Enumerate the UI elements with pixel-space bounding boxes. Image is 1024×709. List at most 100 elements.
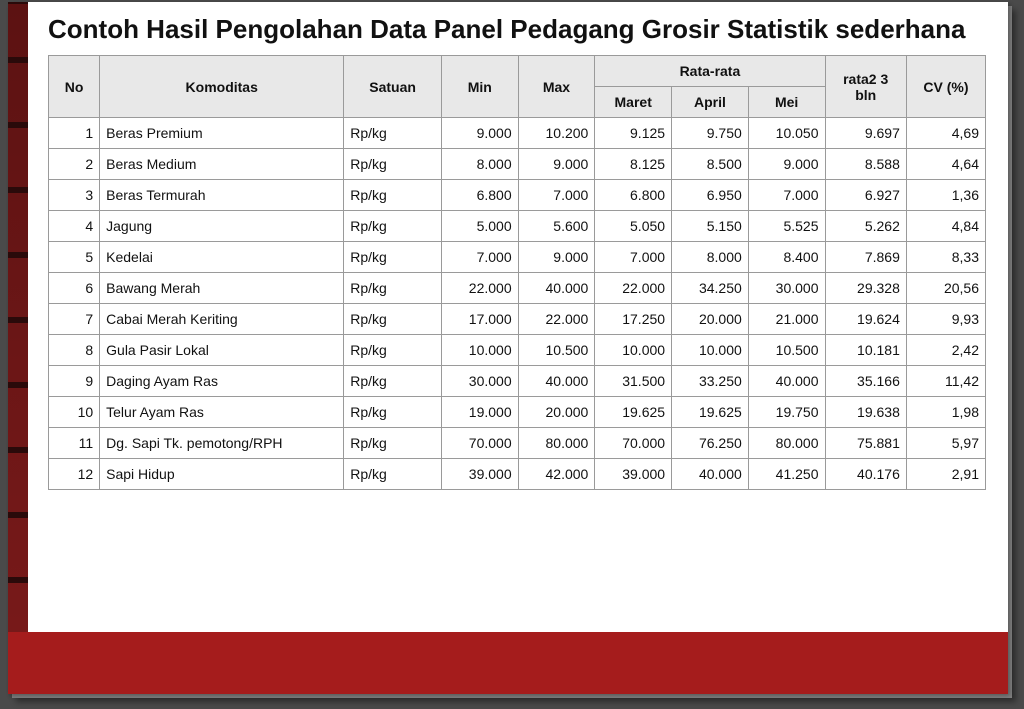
cell-satuan: Rp/kg <box>344 273 442 304</box>
col-april: April <box>672 87 749 118</box>
cell-mei: 10.500 <box>748 335 825 366</box>
cell-no: 5 <box>49 242 100 273</box>
cell-satuan: Rp/kg <box>344 366 442 397</box>
cell-maret: 70.000 <box>595 428 672 459</box>
table-row: 10Telur Ayam RasRp/kg19.00020.00019.6251… <box>49 397 986 428</box>
cell-satuan: Rp/kg <box>344 118 442 149</box>
cell-no: 2 <box>49 149 100 180</box>
cell-mei: 7.000 <box>748 180 825 211</box>
cell-maret: 7.000 <box>595 242 672 273</box>
cell-no: 7 <box>49 304 100 335</box>
slide: Contoh Hasil Pengolahan Data Panel Pedag… <box>8 2 1008 694</box>
cell-cv: 5,97 <box>906 428 985 459</box>
cell-max: 22.000 <box>518 304 595 335</box>
cell-max: 40.000 <box>518 366 595 397</box>
cell-april: 8.500 <box>672 149 749 180</box>
cell-cv: 11,42 <box>906 366 985 397</box>
cell-mei: 21.000 <box>748 304 825 335</box>
cell-min: 5.000 <box>441 211 518 242</box>
cell-max: 40.000 <box>518 273 595 304</box>
cell-komoditas: Sapi Hidup <box>100 459 344 490</box>
table-body: 1Beras PremiumRp/kg9.00010.2009.1259.750… <box>49 118 986 490</box>
cell-rata2-3bln: 35.166 <box>825 366 906 397</box>
cell-rata2-3bln: 19.638 <box>825 397 906 428</box>
cell-min: 7.000 <box>441 242 518 273</box>
cell-mei: 40.000 <box>748 366 825 397</box>
cell-satuan: Rp/kg <box>344 149 442 180</box>
cell-satuan: Rp/kg <box>344 242 442 273</box>
cell-maret: 39.000 <box>595 459 672 490</box>
cell-rata2-3bln: 29.328 <box>825 273 906 304</box>
cell-cv: 20,56 <box>906 273 985 304</box>
cell-mei: 19.750 <box>748 397 825 428</box>
cell-mei: 30.000 <box>748 273 825 304</box>
table-row: 6Bawang MerahRp/kg22.00040.00022.00034.2… <box>49 273 986 304</box>
cell-no: 8 <box>49 335 100 366</box>
cell-max: 9.000 <box>518 149 595 180</box>
cell-max: 42.000 <box>518 459 595 490</box>
table-row: 11Dg. Sapi Tk. pemotong/RPHRp/kg70.00080… <box>49 428 986 459</box>
cell-cv: 1,98 <box>906 397 985 428</box>
cell-mei: 41.250 <box>748 459 825 490</box>
cell-komoditas: Daging Ayam Ras <box>100 366 344 397</box>
cell-komoditas: Dg. Sapi Tk. pemotong/RPH <box>100 428 344 459</box>
cell-mei: 9.000 <box>748 149 825 180</box>
cell-maret: 5.050 <box>595 211 672 242</box>
cell-satuan: Rp/kg <box>344 211 442 242</box>
cell-min: 30.000 <box>441 366 518 397</box>
cell-cv: 2,42 <box>906 335 985 366</box>
cell-maret: 22.000 <box>595 273 672 304</box>
cell-maret: 8.125 <box>595 149 672 180</box>
table-row: 5KedelaiRp/kg7.0009.0007.0008.0008.4007.… <box>49 242 986 273</box>
table-row: 8Gula Pasir LokalRp/kg10.00010.50010.000… <box>49 335 986 366</box>
col-rata2-3bln: rata2 3 bln <box>825 56 906 118</box>
cell-cv: 9,93 <box>906 304 985 335</box>
col-komoditas: Komoditas <box>100 56 344 118</box>
cell-min: 70.000 <box>441 428 518 459</box>
cell-maret: 9.125 <box>595 118 672 149</box>
cell-rata2-3bln: 10.181 <box>825 335 906 366</box>
cell-april: 9.750 <box>672 118 749 149</box>
table-row: 1Beras PremiumRp/kg9.00010.2009.1259.750… <box>49 118 986 149</box>
cell-rata2-3bln: 40.176 <box>825 459 906 490</box>
cell-komoditas: Beras Medium <box>100 149 344 180</box>
cell-max: 10.500 <box>518 335 595 366</box>
cell-max: 9.000 <box>518 242 595 273</box>
content-area: Contoh Hasil Pengolahan Data Panel Pedag… <box>48 14 986 490</box>
cell-rata2-3bln: 8.588 <box>825 149 906 180</box>
col-maret: Maret <box>595 87 672 118</box>
col-satuan: Satuan <box>344 56 442 118</box>
cell-no: 12 <box>49 459 100 490</box>
table-row: 12Sapi HidupRp/kg39.00042.00039.00040.00… <box>49 459 986 490</box>
cell-mei: 5.525 <box>748 211 825 242</box>
cell-min: 19.000 <box>441 397 518 428</box>
cell-min: 17.000 <box>441 304 518 335</box>
cell-no: 3 <box>49 180 100 211</box>
col-cv: CV (%) <box>906 56 985 118</box>
table-row: 7Cabai Merah KeritingRp/kg17.00022.00017… <box>49 304 986 335</box>
cell-max: 10.200 <box>518 118 595 149</box>
table-row: 4JagungRp/kg5.0005.6005.0505.1505.5255.2… <box>49 211 986 242</box>
cell-rata2-3bln: 7.869 <box>825 242 906 273</box>
col-mei: Mei <box>748 87 825 118</box>
cell-komoditas: Cabai Merah Keriting <box>100 304 344 335</box>
cell-satuan: Rp/kg <box>344 428 442 459</box>
table-row: 9Daging Ayam RasRp/kg30.00040.00031.5003… <box>49 366 986 397</box>
cell-april: 5.150 <box>672 211 749 242</box>
cell-maret: 6.800 <box>595 180 672 211</box>
cell-april: 19.625 <box>672 397 749 428</box>
cell-mei: 8.400 <box>748 242 825 273</box>
cell-april: 76.250 <box>672 428 749 459</box>
cell-komoditas: Bawang Merah <box>100 273 344 304</box>
cell-cv: 8,33 <box>906 242 985 273</box>
cell-komoditas: Jagung <box>100 211 344 242</box>
cell-rata2-3bln: 6.927 <box>825 180 906 211</box>
cell-no: 1 <box>49 118 100 149</box>
table-row: 2Beras MediumRp/kg8.0009.0008.1258.5009.… <box>49 149 986 180</box>
left-brick-decoration <box>8 2 28 694</box>
cell-rata2-3bln: 75.881 <box>825 428 906 459</box>
cell-april: 33.250 <box>672 366 749 397</box>
cell-max: 7.000 <box>518 180 595 211</box>
cell-no: 9 <box>49 366 100 397</box>
cell-cv: 4,64 <box>906 149 985 180</box>
